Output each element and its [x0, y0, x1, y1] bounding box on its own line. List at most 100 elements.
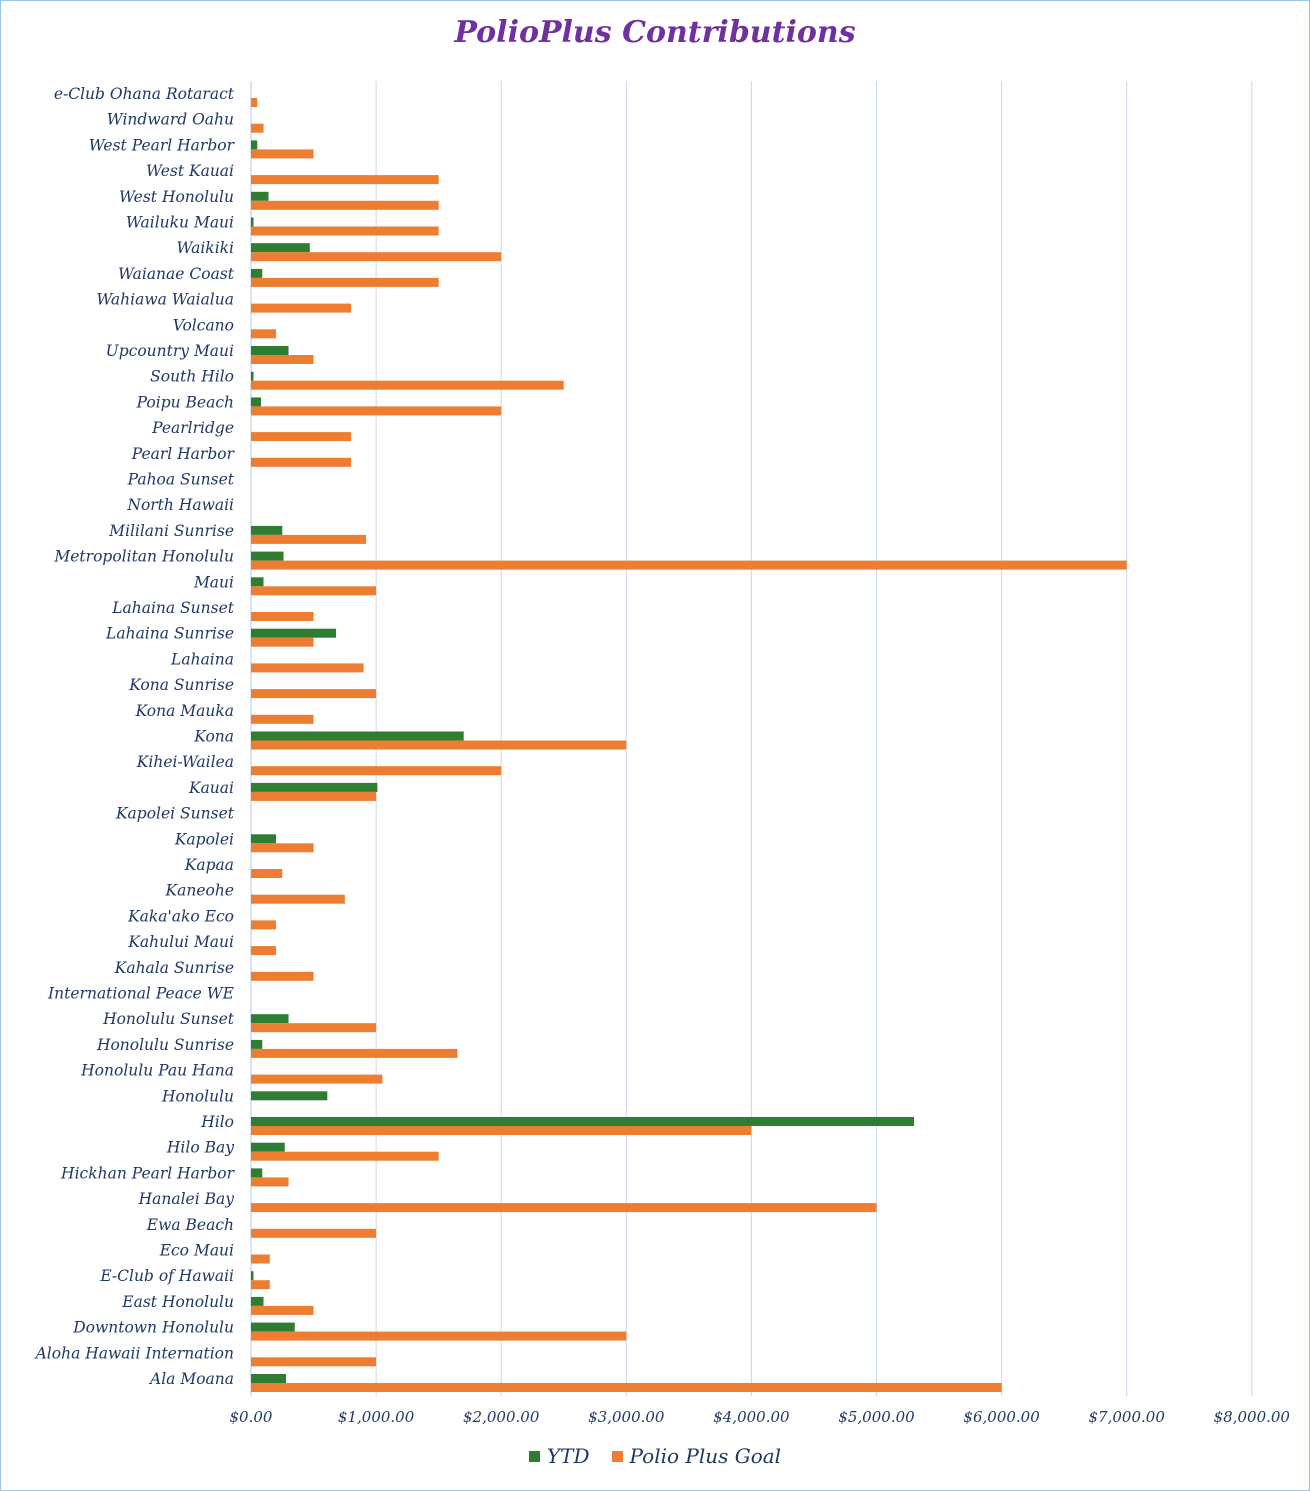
category-label: Pearl Harbor	[131, 445, 236, 463]
goal-bar	[251, 226, 439, 236]
category-label: Lahaina Sunrise	[105, 625, 234, 643]
goal-bar	[251, 1048, 458, 1058]
category-label: Kahala Sunrise	[114, 959, 234, 977]
x-tick-label: $0.00	[230, 1408, 273, 1426]
category-label: Kona Mauka	[135, 702, 234, 720]
category-label: Kapolei	[174, 830, 234, 848]
category-label: Honolulu Sunrise	[96, 1036, 234, 1054]
goal-bar	[251, 869, 283, 878]
goal-bar	[251, 380, 564, 390]
category-label: Maui	[193, 573, 234, 591]
category-label: South Hilo	[150, 368, 234, 386]
goal-bar	[251, 1023, 377, 1033]
legend-item-goal: Polio Plus Goal	[611, 1444, 781, 1468]
goal-bar	[251, 894, 345, 904]
category-label: Pahoa Sunset	[127, 471, 235, 489]
ytd-bar	[251, 268, 263, 278]
x-tick-label: $4,000.00	[713, 1408, 790, 1426]
category-label: Kaka'ako Eco	[127, 907, 234, 925]
category-label: Eco Maui	[159, 1242, 234, 1260]
ytd-bar	[251, 1168, 263, 1178]
goal-bar	[251, 432, 352, 442]
category-label: Metropolitan Honolulu	[53, 548, 234, 566]
ytd-bar	[251, 834, 277, 844]
x-tick-label: $3,000.00	[588, 1408, 665, 1426]
goal-bar	[251, 740, 627, 750]
goal-bar	[251, 123, 264, 133]
category-label: Kona	[193, 728, 234, 746]
category-label: Downtown Honolulu	[72, 1319, 234, 1337]
category-label: Kahului Maui	[127, 933, 234, 951]
category-label: North Hawaii	[126, 496, 234, 514]
x-tick-label: $7,000.00	[1089, 1408, 1166, 1426]
category-label: Honolulu Sunset	[102, 1010, 235, 1028]
ytd-bar	[251, 1142, 285, 1152]
category-label: Hanalei Bay	[138, 1190, 235, 1208]
goal-bar	[251, 637, 314, 647]
x-tick-label: $1,000.00	[338, 1408, 415, 1426]
goal-bar	[251, 1228, 377, 1238]
x-tick-label: $8,000.00	[1214, 1408, 1291, 1426]
goal-bar	[251, 663, 364, 673]
goal-bar	[251, 252, 502, 262]
goal-bar	[251, 971, 314, 981]
category-label: Ewa Beach	[146, 1216, 234, 1234]
goal-bar	[251, 355, 314, 364]
goal-bar	[251, 1074, 383, 1084]
category-label: Lahaina Sunset	[111, 599, 235, 617]
ytd-bar	[251, 140, 258, 150]
ytd-bar	[251, 782, 378, 792]
ytd-bar	[251, 346, 289, 355]
ytd-bar	[251, 191, 269, 201]
goal-bar	[251, 946, 277, 956]
goal-bar	[251, 1331, 627, 1341]
category-label: International Peace WE	[47, 985, 235, 1003]
category-label: Pearlridge	[151, 419, 234, 437]
category-label: Lahaina	[170, 650, 234, 668]
x-tick-label: $2,000.00	[463, 1408, 540, 1426]
category-label: East Honolulu	[121, 1293, 234, 1311]
goal-bar	[251, 329, 277, 339]
goal-bar	[251, 791, 377, 801]
category-label: West Honolulu	[119, 188, 234, 206]
goal-bar	[251, 1383, 1002, 1392]
category-label: Aloha Hawaii Internation	[34, 1344, 234, 1362]
goal-bar	[251, 534, 367, 544]
ytd-bar	[251, 217, 254, 227]
ytd-bar	[251, 371, 254, 381]
category-label: Waikiki	[177, 239, 235, 257]
category-label: Kauai	[188, 779, 234, 797]
goal-bar	[251, 714, 314, 724]
ytd-bar	[251, 397, 262, 407]
goal-bar	[251, 457, 352, 467]
ytd-bar	[251, 525, 283, 535]
category-label: Waianae Coast	[118, 265, 235, 283]
x-tick-label: $5,000.00	[838, 1408, 915, 1426]
goal-bar	[251, 920, 277, 930]
goal-bar	[251, 98, 258, 107]
goal-bar	[251, 1151, 439, 1161]
bar-chart: $0.00 $1,000.00 $2,000.00 $3,000.00 $4,000.0…	[34, 81, 1291, 1426]
ytd-bar	[251, 1271, 254, 1281]
category-label: E-Club of Hawaii	[99, 1267, 234, 1285]
goal-bar	[251, 406, 502, 416]
goal-bar	[251, 612, 314, 621]
goal-bar	[251, 200, 439, 210]
category-label: Honolulu Pau Hana	[80, 1062, 234, 1080]
goal-bar	[251, 766, 502, 776]
legend-item-ytd: YTD	[528, 1444, 590, 1468]
goal-bar	[251, 586, 377, 596]
goal-bar	[251, 1305, 314, 1315]
goal-bar	[251, 560, 1127, 570]
legend-swatch-ytd	[528, 1450, 540, 1462]
category-label: e-Club Ohana Rotaract	[54, 85, 235, 103]
ytd-bar	[251, 1091, 328, 1101]
category-label: Volcano	[173, 316, 234, 334]
ytd-bar	[251, 1014, 289, 1024]
ytd-bar	[251, 577, 264, 587]
goal-bar	[251, 1254, 270, 1264]
category-label: Wahiawa Waialua	[96, 291, 234, 309]
category-label: West Pearl Harbor	[89, 136, 236, 154]
chart-legend: YTD Polio Plus Goal	[1, 1444, 1309, 1468]
